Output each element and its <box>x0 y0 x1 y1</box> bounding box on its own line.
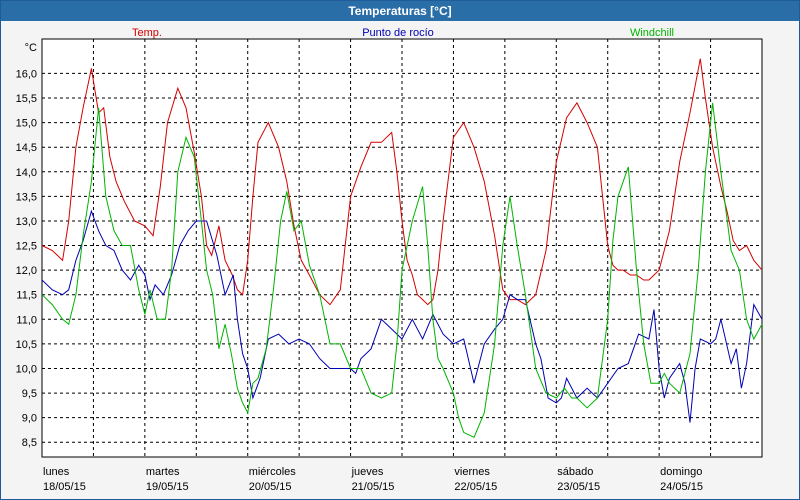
y-tick-label: 10,0 <box>16 363 37 375</box>
y-tick-label: 13,0 <box>16 216 37 228</box>
y-tick-label: 8,5 <box>22 437 37 449</box>
chart-area: 16,0 15,5 15,0 14,5 14,0 13,5 13,0 12,5 12,0 11,5… <box>1 22 799 499</box>
y-tick-label: 12,0 <box>16 265 37 277</box>
x-date-label: 24/05/15 <box>660 481 703 493</box>
x-date-label: 21/05/15 <box>352 481 395 493</box>
y-tick-label: 9,0 <box>22 413 37 425</box>
series-line-0 <box>41 58 763 306</box>
window-title: Temperaturas [°C] <box>1 1 799 21</box>
legend-item: Punto de rocío <box>362 27 434 39</box>
series-line-2 <box>41 102 763 438</box>
y-tick-label: 16,0 <box>16 68 37 80</box>
x-day-label: jueves <box>351 466 384 478</box>
x-day-label: viernes <box>454 466 490 478</box>
legend-item: Temp. <box>132 27 162 39</box>
y-tick-label: 15,0 <box>16 118 37 130</box>
y-axis-label: °C <box>25 42 37 54</box>
y-tick-label: 14,0 <box>16 167 37 179</box>
x-date-label: 22/05/15 <box>454 481 497 493</box>
y-tick-label: 10,5 <box>16 339 37 351</box>
y-tick-label: 11,5 <box>16 290 37 302</box>
y-tick-label: 9,5 <box>22 388 37 400</box>
y-tick-label: 12,5 <box>16 241 37 253</box>
y-tick-label: 11,0 <box>16 314 37 326</box>
temperature-chart: 16,0 15,5 15,0 14,5 14,0 13,5 13,0 12,5 12,0 11,5… <box>16 27 763 493</box>
x-date-label: 19/05/15 <box>146 481 189 493</box>
x-date-label: 20/05/15 <box>249 481 292 493</box>
x-day-label: lunes <box>43 466 70 478</box>
y-tick-label: 14,5 <box>16 142 37 154</box>
x-day-label: miércoles <box>249 466 297 478</box>
x-day-label: sábado <box>557 466 593 478</box>
x-day-label: domingo <box>660 466 702 478</box>
x-date-label: 18/05/15 <box>43 481 86 493</box>
series-line-1 <box>41 209 763 423</box>
x-date-label: 23/05/15 <box>557 481 600 493</box>
x-day-label: martes <box>146 466 180 478</box>
legend-item: Windchill <box>630 27 674 39</box>
y-tick-label: 13,5 <box>16 191 37 203</box>
y-tick-label: 15,5 <box>16 93 37 105</box>
